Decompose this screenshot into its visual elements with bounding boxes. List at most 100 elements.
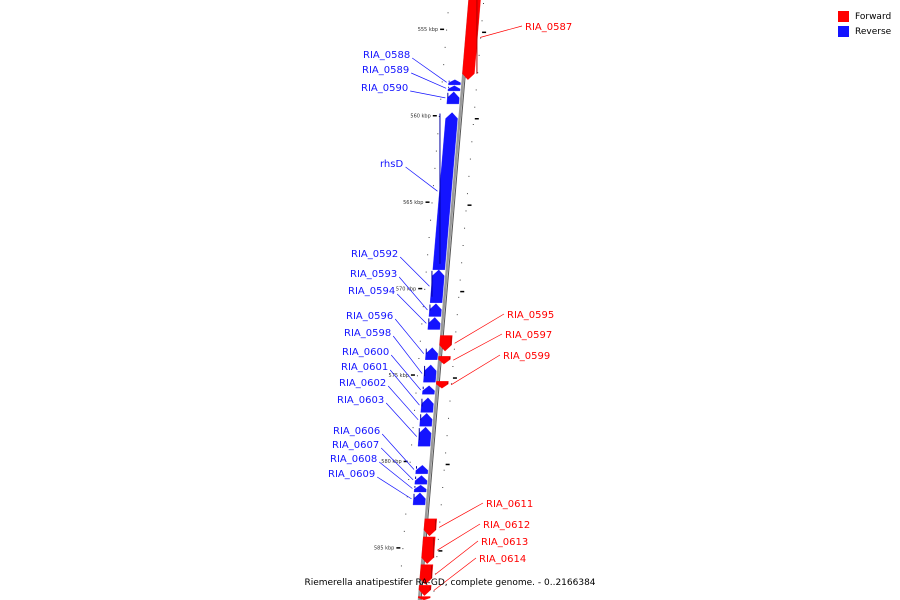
minor-dot-right	[456, 314, 458, 316]
leader-line	[380, 447, 414, 481]
gene-edge	[413, 493, 415, 499]
minor-dot-left	[402, 548, 404, 550]
minor-dot-left	[406, 496, 408, 498]
minor-dot-right	[472, 124, 474, 125]
minor-dot-right	[464, 227, 466, 229]
minor-dot-left	[425, 271, 427, 273]
leader-line	[389, 369, 420, 406]
gene-label-ria-0602: RIA_0602	[339, 378, 386, 389]
gene-edge	[429, 586, 431, 590]
minor-dot-left	[447, 12, 449, 14]
gene-label-ria-0600: RIA_0600	[342, 347, 389, 358]
tick-mark-left	[410, 374, 415, 376]
gene-edge	[428, 318, 430, 324]
gene-label-ria-0595: RIA_0595	[507, 310, 554, 321]
minor-dot-right	[481, 20, 483, 22]
gene-edge	[418, 428, 420, 441]
gene-edge	[447, 382, 449, 385]
leader-line	[394, 318, 425, 354]
minor-dot-left	[434, 167, 436, 169]
legend-swatch-reverse	[838, 26, 849, 37]
leader-line	[434, 540, 479, 575]
leader-line	[454, 313, 505, 344]
gene-edge	[429, 304, 431, 311]
minor-dot-left	[419, 340, 421, 342]
gene-ria-0613	[419, 564, 434, 585]
gene-ria-0608	[413, 484, 427, 493]
gene-ria-0611	[423, 518, 437, 537]
minor-dot-right	[450, 383, 452, 385]
minor-dot-right	[452, 366, 454, 367]
genome-backbone	[417, 0, 471, 600]
legend: Forward Reverse	[838, 9, 891, 39]
minor-dot-left	[399, 582, 401, 584]
leader-line	[405, 166, 438, 192]
gene-ria-0607	[414, 475, 428, 485]
leader-line	[385, 402, 418, 437]
tick-mark-right	[460, 290, 465, 293]
minor-dot-left	[414, 409, 416, 411]
minor-dot-left	[412, 427, 414, 429]
tick-mark-right	[482, 31, 487, 34]
tick-mark-right	[445, 463, 450, 466]
gene-ria-0594	[427, 317, 441, 330]
minor-dot-left	[443, 64, 445, 66]
minor-dot-left	[446, 29, 448, 31]
gene-edge	[425, 348, 427, 354]
tick-label: 585 kbp	[374, 546, 394, 552]
minor-dot-right	[466, 193, 468, 195]
gene-ria-0606	[415, 465, 429, 474]
minor-dot-right	[437, 538, 439, 540]
gene-ria-0588	[448, 79, 461, 86]
minor-dot-left	[424, 288, 426, 290]
gene-ria-0614	[418, 585, 432, 596]
minor-dot-left	[444, 46, 446, 48]
tick-label: 570 kbp	[396, 286, 416, 292]
leader-line	[392, 335, 423, 374]
gene-label-ria-0598: RIA_0598	[344, 328, 391, 339]
minor-dot-right	[468, 175, 470, 177]
leader-line	[399, 256, 430, 287]
tick-mark-left	[440, 28, 445, 31]
minor-dot-right	[436, 556, 438, 558]
minor-dot-left	[441, 81, 443, 83]
gene-label-ria-0607: RIA_0607	[332, 440, 379, 451]
minor-dot-left	[415, 392, 417, 394]
gene-ria-0593	[428, 303, 442, 317]
minor-dot-right	[475, 89, 477, 91]
minor-dot-left	[405, 513, 407, 515]
gene-edge	[420, 414, 422, 421]
gene-ria-0603	[417, 426, 432, 447]
gene-ria-0597	[438, 356, 451, 365]
tick-mark-left	[432, 115, 437, 117]
tick-mark-left	[403, 460, 408, 463]
tick-label: 575 kbp	[389, 373, 409, 379]
tick-mark-right	[467, 204, 472, 206]
minor-dot-right	[480, 37, 482, 39]
minor-dot-right	[478, 54, 480, 56]
minor-dot-right	[445, 452, 447, 454]
gene-edge	[450, 336, 452, 346]
gene-edge	[439, 113, 441, 264]
minor-dot-left	[418, 358, 420, 359]
minor-dot-left	[440, 98, 442, 100]
minor-dot-right	[455, 331, 457, 333]
gene-edge	[431, 565, 433, 579]
minor-dot-right	[469, 158, 471, 160]
gene-label-ria-0587: RIA_0587	[525, 22, 572, 33]
tick-mark-left	[418, 287, 423, 290]
minor-dot-right	[477, 72, 479, 74]
minor-tick-marks	[399, 3, 484, 592]
minor-dot-left	[427, 254, 429, 256]
gene-edge	[433, 537, 435, 558]
leader-line	[378, 461, 413, 489]
minor-dot-right	[449, 400, 451, 402]
gene-label-ria-0608: RIA_0608	[330, 454, 377, 465]
minor-dot-right	[474, 106, 476, 108]
leader-line	[411, 72, 447, 89]
minor-dot-left	[432, 185, 434, 187]
gene-unnamed-25	[418, 596, 431, 600]
gene-ria-0598	[423, 364, 437, 383]
minor-dot-right	[446, 435, 448, 437]
leader-line	[390, 354, 421, 391]
